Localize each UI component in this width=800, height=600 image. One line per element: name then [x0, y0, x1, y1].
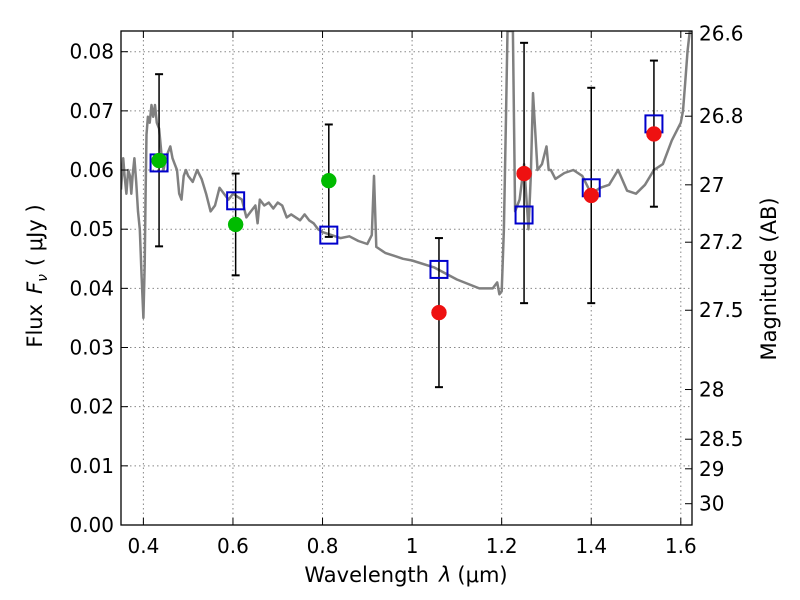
y-tick-label: 0.08	[69, 40, 114, 64]
x-tick-label: 0.6	[217, 534, 249, 558]
magnitude-tick-label: 26.6	[699, 21, 744, 45]
magnitude-tick-label: 27.2	[699, 230, 744, 254]
model-photometry-square	[319, 225, 339, 245]
model-photometry-square	[514, 205, 534, 225]
y-tick-label: 0.01	[69, 454, 114, 478]
magnitude-tick-label: 27.5	[699, 298, 744, 322]
y-tick-label: 0.07	[69, 99, 114, 123]
x-tick-label: 1.4	[575, 534, 607, 558]
y-tick-label: 0.02	[69, 395, 114, 419]
sed-curve-group	[121, 31, 692, 320]
observed-flux-point	[151, 152, 167, 169]
observed-flux-point	[227, 216, 244, 233]
grid-lines	[121, 31, 692, 525]
x-axis-label: Wavelength λ (μm)	[304, 563, 507, 587]
magnitude-tick-label: 27	[699, 173, 724, 197]
observed-flux-point	[583, 187, 599, 204]
y-tick-label: 0.06	[69, 158, 114, 182]
observed-flux-point	[431, 304, 447, 321]
sed-model-curve	[121, 31, 692, 320]
y-tick-label: 0.00	[69, 513, 114, 537]
axis-ticks: 0.4 0.6 0.8 1 1.2 1.4 1.6 0.00 0.01 0.02 0.03 0.04 0…	[69, 21, 743, 558]
x-tick-label: 1.6	[665, 534, 697, 558]
y-tick-label: 0.04	[69, 276, 114, 300]
magnitude-tick-label: 28.5	[699, 427, 744, 451]
magnitude-tick-label: 29	[699, 457, 724, 481]
magnitude-tick-label: 30	[699, 492, 724, 516]
x-tick-label: 1.2	[486, 534, 518, 558]
x-tick-label: 1	[406, 534, 419, 558]
model-photometry-square	[429, 259, 449, 279]
x-tick-label: 0.4	[127, 534, 159, 558]
model-photometry-square	[226, 191, 246, 211]
observed-flux-point	[646, 126, 662, 142]
plot-frame	[120, 30, 693, 526]
observed-flux-point	[516, 165, 532, 182]
magnitude-tick-label: 26.8	[699, 104, 744, 128]
y-axis-label: FluxFν( μJy )	[23, 204, 51, 347]
magnitude-axis-label: Magnitude (AB)	[757, 197, 781, 360]
y-tick-label: 0.03	[69, 336, 114, 360]
y-tick-label: 0.05	[69, 217, 114, 241]
observed-flux-point	[321, 172, 337, 189]
data-markers	[149, 41, 664, 389]
magnitude-tick-label: 28	[699, 378, 724, 402]
x-tick-label: 0.8	[307, 534, 339, 558]
